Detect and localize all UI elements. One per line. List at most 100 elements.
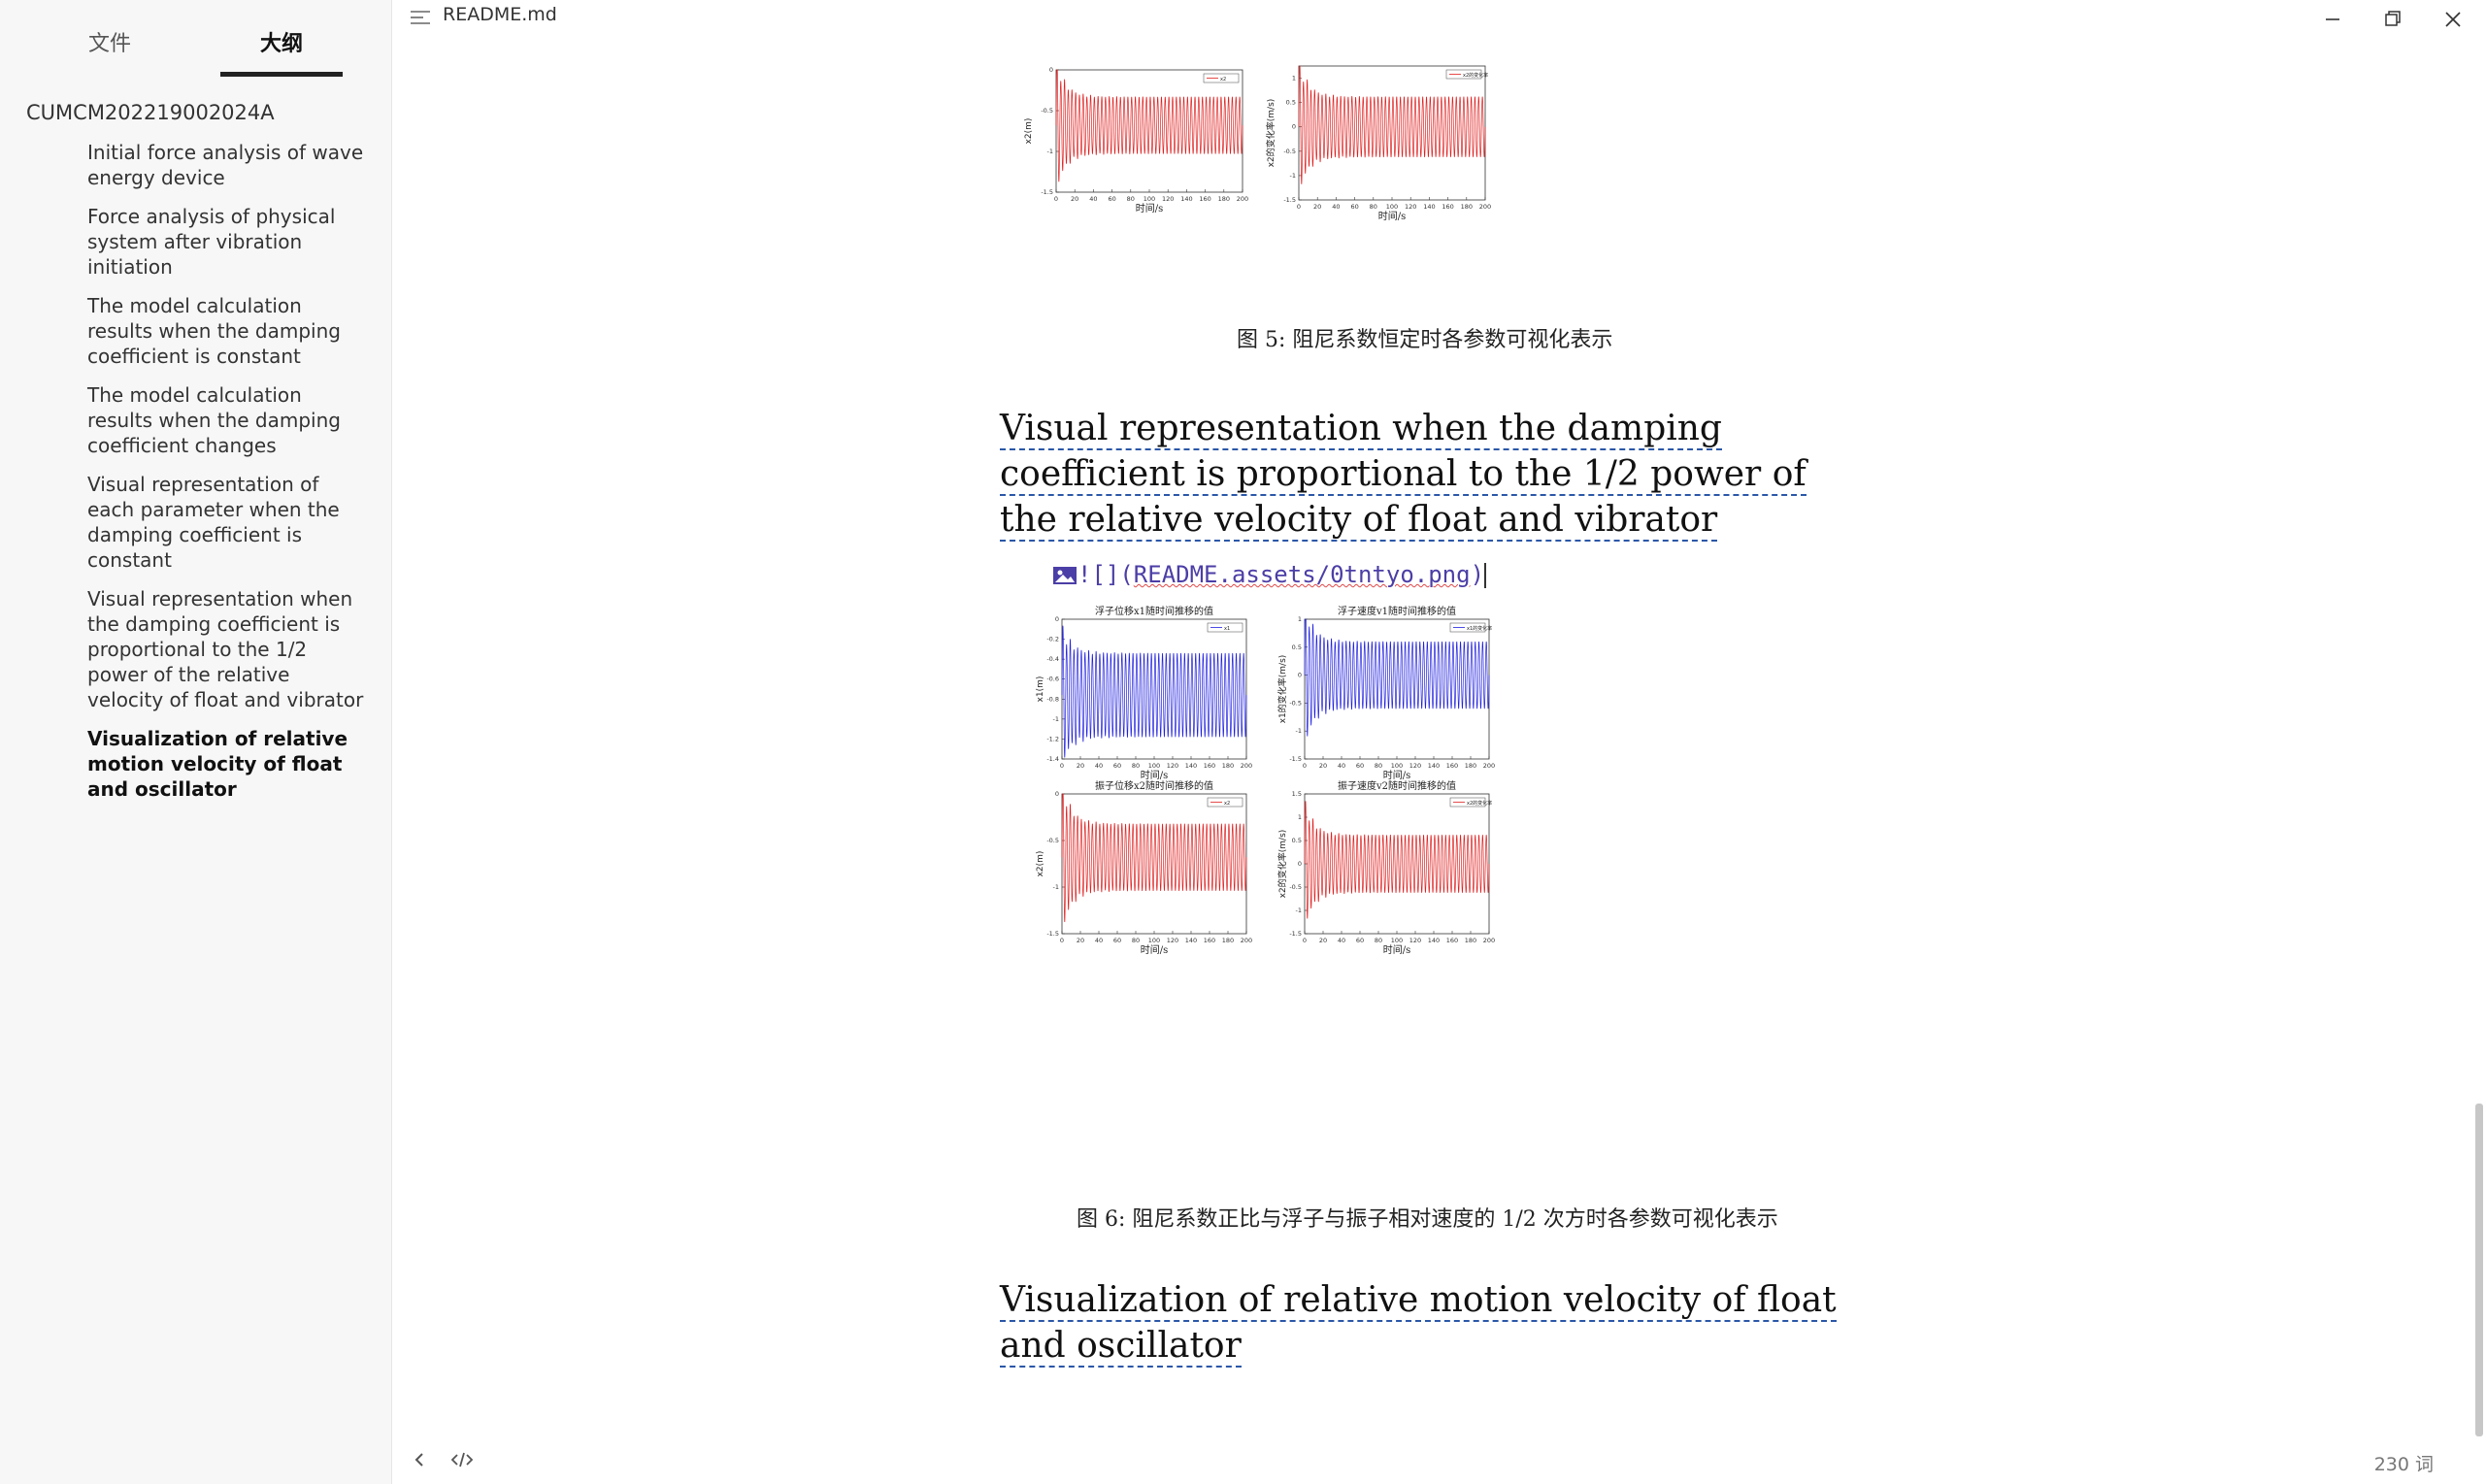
y-tick-label: -0.5 — [1289, 699, 1302, 707]
y-tick-label: -1 — [1290, 172, 1296, 180]
x-tick-label: 200 — [1479, 203, 1491, 211]
y-tick-label: -1.2 — [1046, 735, 1059, 742]
x-tick-label: 20 — [1077, 937, 1084, 944]
x-tick-label: 60 — [1356, 762, 1364, 770]
series-line — [1298, 65, 1486, 184]
minimize-icon[interactable] — [2318, 6, 2347, 33]
editor-content[interactable]: 0 20 40 60 80 100 120 140 160 180 200 0 -0.5 -1 -1.5 时间… — [392, 39, 2470, 1436]
x-tick-label: 40 — [1095, 762, 1103, 770]
x-tick-label: 0 — [1060, 762, 1064, 770]
y-tick-label: 1 — [1298, 813, 1302, 821]
title-bar: README.md — [392, 0, 2486, 39]
x-tick-label: 100 — [1144, 195, 1155, 203]
y-tick-label: 0 — [1055, 615, 1059, 623]
section-heading-text: Visual representation when the damping c… — [1000, 409, 1806, 542]
x-tick-label: 180 — [1461, 203, 1473, 211]
chevron-left-icon[interactable] — [408, 1448, 431, 1471]
x-tick-label: 200 — [1241, 762, 1252, 770]
x-tick-label: 40 — [1332, 203, 1340, 211]
close-icon[interactable] — [2438, 6, 2468, 33]
x-axis-label: 时间/s — [1141, 769, 1169, 781]
file-title: README.md — [443, 4, 557, 25]
series-line — [1061, 625, 1247, 758]
y-tick-label: 0 — [1055, 790, 1059, 798]
y-tick-label: -0.5 — [1046, 837, 1059, 844]
y-axis-label: x1(m) — [1036, 676, 1045, 703]
y-tick-label: -1.4 — [1046, 755, 1059, 763]
section-heading[interactable]: Visualization of relative motion velocit… — [1000, 1277, 1873, 1369]
restore-icon[interactable] — [2378, 6, 2407, 33]
image-source-path: README.assets/0tntyo.png — [1133, 561, 1471, 588]
x-tick-label: 80 — [1375, 762, 1382, 770]
y-tick-label: -1.5 — [1046, 930, 1059, 938]
outline-item[interactable]: Visual representation of each parameter … — [87, 473, 340, 572]
x-tick-label: 140 — [1185, 762, 1197, 770]
figure-5-image: 0 20 40 60 80 100 120 140 160 180 2000-0.5-1-1.5时间… — [1024, 65, 1491, 222]
source-code-icon[interactable] — [448, 1448, 476, 1471]
outline-root-item[interactable]: CUMCM202219002024A — [26, 101, 275, 124]
outline-item[interactable]: Initial force analysis of wave energy de… — [87, 141, 364, 189]
x-tick-label: 40 — [1338, 762, 1345, 770]
x-tick-label: 80 — [1375, 937, 1382, 944]
chart-oscillator-velocity-v2: 振子速度v2随时间推移的值 0 20 40 60 80 100 120 140 160 180 200… — [1276, 779, 1495, 956]
y-tick-label: -1.5 — [1283, 196, 1296, 204]
x-tick-label: 140 — [1428, 762, 1440, 770]
x-tick-label: 40 — [1089, 195, 1097, 203]
x-tick-label: 120 — [1167, 762, 1178, 770]
y-tick-label: -1 — [1296, 907, 1302, 914]
x-tick-label: 200 — [1241, 937, 1252, 944]
x-tick-label: 160 — [1446, 762, 1458, 770]
chart-float-velocity-v1: 浮子速度v1随时间推移的值 0 20 40 60 80 100 120 140 160 180 200… — [1276, 605, 1495, 781]
scrollbar-thumb[interactable] — [2475, 1104, 2483, 1436]
x-tick-label: 100 — [1391, 937, 1403, 944]
y-tick-label: -0.4 — [1046, 655, 1059, 663]
image-source-line[interactable]: ![](README.assets/0tntyo.png) — [1052, 561, 1487, 588]
chart-oscillator-displacement-x2: 振子位移x2随时间推移的值 0 20 40 60 80 100 120 140 160 180 200… — [1036, 779, 1252, 956]
x-tick-label: 0 — [1054, 195, 1058, 203]
outline-item[interactable]: Visual representation when the damping c… — [87, 587, 364, 711]
legend-label: x2 — [1224, 801, 1230, 807]
x-tick-label: 120 — [1162, 195, 1174, 203]
outline-item-active[interactable]: Visualization of relative motion velocit… — [87, 727, 348, 801]
y-tick-label: -0.5 — [1041, 107, 1053, 115]
legend-box — [1449, 622, 1486, 633]
legend-box — [1449, 797, 1486, 808]
chart-figure5-v2: 0 20 40 60 80 100 120 140 160 180 200 1 0.5 0 -0.5 -1 -1… — [1265, 65, 1491, 222]
tab-outline[interactable]: 大纲 — [220, 21, 343, 77]
y-tick-label: 1.5 — [1292, 790, 1302, 798]
x-tick-label: 160 — [1204, 762, 1215, 770]
vertical-scrollbar[interactable] — [2470, 39, 2486, 1436]
y-tick-label: -1 — [1053, 883, 1059, 891]
menu-icon[interactable] — [410, 9, 431, 26]
x-axis-label: 时间/s — [1141, 943, 1169, 956]
y-tick-label: 0 — [1298, 860, 1302, 868]
x-tick-label: 60 — [1113, 937, 1121, 944]
tab-files[interactable]: 文件 — [87, 32, 131, 56]
image-source-suffix: ) — [1470, 561, 1485, 588]
word-count[interactable]: 230 词 — [2373, 1454, 2434, 1475]
series-line — [1061, 793, 1247, 923]
outline-item[interactable]: The model calculation results when the d… — [87, 294, 341, 368]
chart-figure5-x2: 0 20 40 60 80 100 120 140 160 180 200 0 -0.5 -1 -1.5 时间… — [1024, 66, 1248, 214]
x-tick-label: 60 — [1113, 762, 1121, 770]
y-tick-label: -1 — [1296, 727, 1302, 735]
x-tick-label: 60 — [1108, 195, 1115, 203]
x-tick-label: 0 — [1303, 937, 1307, 944]
outline-item[interactable]: Force analysis of physical system after … — [87, 205, 336, 279]
figure-6-caption: 图 6: 阻尼系数正比与浮子与振子相对速度的 1/2 次方时各参数可视化表示 — [1077, 1207, 1778, 1232]
x-tick-label: 140 — [1185, 937, 1197, 944]
y-tick-label: 0.5 — [1292, 837, 1302, 844]
y-tick-label: 1 — [1292, 75, 1296, 82]
section-heading[interactable]: Visual representation when the damping c… — [1000, 406, 1873, 543]
chart-title: 浮子速度v1随时间推移的值 — [1338, 605, 1456, 617]
y-tick-label: 1 — [1298, 615, 1302, 623]
y-tick-label: -0.5 — [1289, 883, 1302, 891]
x-tick-label: 60 — [1350, 203, 1358, 211]
legend-box — [1445, 69, 1482, 80]
legend-label: x1 — [1224, 626, 1230, 632]
y-tick-label: 0.5 — [1292, 643, 1302, 651]
x-tick-label: 100 — [1386, 203, 1398, 211]
x-tick-label: 140 — [1423, 203, 1435, 211]
legend-label: x1的变化率 — [1467, 625, 1492, 632]
outline-item[interactable]: The model calculation results when the d… — [87, 383, 341, 457]
